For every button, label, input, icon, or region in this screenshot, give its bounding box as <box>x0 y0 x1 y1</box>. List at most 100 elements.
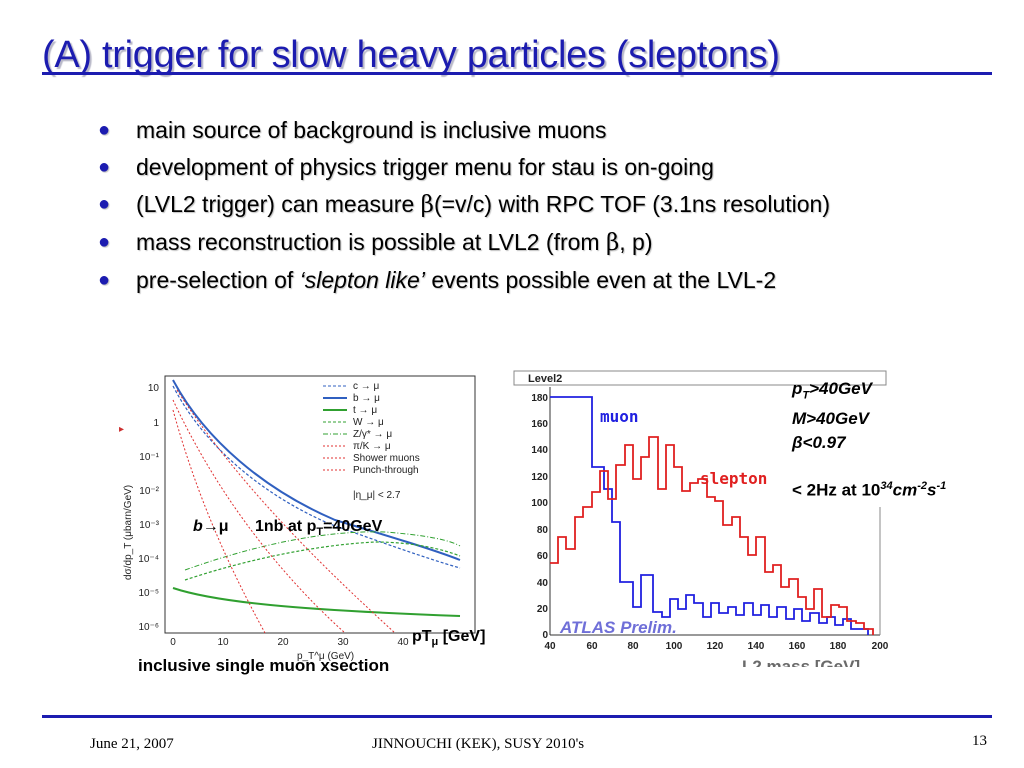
bullet-item: ● main source of background is inclusive… <box>98 116 978 144</box>
cond-p: p <box>792 379 803 398</box>
title-underline <box>42 72 992 75</box>
x-tick-label: 120 <box>707 641 724 652</box>
x-axis-label: p_T^μ (GeV) <box>297 651 354 662</box>
y-tick-label: 160 <box>531 419 548 430</box>
pt-axis-overlay: pTμ [GeV] <box>412 628 485 648</box>
y-tick-label: 60 <box>537 551 549 562</box>
slepton-histogram <box>550 436 874 635</box>
y-tick-label: 20 <box>537 604 549 615</box>
y-tick-label: 10⁻⁶ <box>138 622 159 633</box>
legend-entry: W → μ <box>353 417 384 428</box>
bullet-item: ● (LVL2 trigger) can measure β(=v/c) wit… <box>98 190 896 219</box>
punch-through-curve <box>176 389 396 634</box>
y-tick-label: 40 <box>537 578 549 589</box>
right-y-ticks: 180 160 140 120 100 80 60 40 20 0 <box>531 393 548 641</box>
bullet-item: ● development of physics trigger menu fo… <box>98 153 978 181</box>
l2-mass-histogram: Level2 180 160 140 120 100 80 60 40 20 0… <box>513 370 889 667</box>
x-tick-label: 180 <box>830 641 847 652</box>
legend-entry: Z/γ* → μ <box>353 429 392 440</box>
bullet-item: ● mass reconstruction is possible at LVL… <box>98 228 978 257</box>
z-to-mu-curve <box>184 531 461 571</box>
annot-arrow: →μ <box>202 518 229 535</box>
y-tick-label: 80 <box>537 525 549 536</box>
muon-label: muon <box>600 407 639 426</box>
left-x-ticks: 0 10 20 30 40 <box>170 637 409 648</box>
bullet-italic-text: ‘slepton like’ <box>299 267 425 293</box>
bullet-text: (LVL2 trigger) can measure <box>136 191 421 217</box>
x-tick-label: 160 <box>789 641 806 652</box>
pt-label: pT <box>412 628 432 645</box>
y-tick-label: 10⁻¹ <box>139 452 159 463</box>
slide-title: (A) trigger for slow heavy particles (sl… <box>42 34 780 76</box>
x-tick-label: 20 <box>277 637 289 648</box>
bullet-dot-icon: ● <box>98 193 111 215</box>
mass-condition: M>40GeV <box>792 409 870 429</box>
pt-condition: pT>40GeV <box>792 377 872 407</box>
legend-entry: π/K → μ <box>353 441 391 452</box>
rate-exp: 34 <box>880 480 893 492</box>
y-tick-label: 100 <box>531 498 548 509</box>
legend-entry: Punch-through <box>353 465 419 476</box>
annot-val: =40GeV <box>323 518 383 535</box>
footer-center: JINNOUCHI (KEK), SUSY 2010's <box>372 736 585 752</box>
bullet-dot-icon: ● <box>98 231 111 253</box>
beta-symbol: β <box>605 230 620 256</box>
bullet-text: events possible even at the LVL-2 <box>424 267 777 293</box>
t-to-mu-curve <box>172 587 461 617</box>
x-tick-label: 140 <box>748 641 765 652</box>
annot-sub: T <box>316 526 324 539</box>
level2-title-box <box>513 370 887 386</box>
left-legend: c → μ b → μ t → μ W → μ Z/γ* → μ π/K → μ… <box>323 381 420 501</box>
x-tick-label: 10 <box>217 637 229 648</box>
y-tick-label: 10⁻⁵ <box>138 588 159 599</box>
y-tick-label: 180 <box>531 393 548 404</box>
bullet-dot-icon: ● <box>98 156 111 178</box>
bullet-dot-icon: ● <box>98 269 111 291</box>
w-to-mu-curve <box>184 541 461 581</box>
b-to-mu-annotation: b→μ <box>193 518 229 536</box>
bullet-dot-icon: ● <box>98 119 111 141</box>
bullet-text: development of physics trigger menu for … <box>136 154 714 180</box>
legend-entry: Shower muons <box>353 453 420 464</box>
rate-statement: < 2Hz at 1034cm-2s-1 <box>792 474 946 503</box>
pt-sub: μ <box>431 636 439 649</box>
x-tick-label: 40 <box>397 637 409 648</box>
level2-title: Level2 <box>528 373 562 385</box>
y-axis-label: dσ/dp_T (μbarn/GeV) <box>123 485 134 580</box>
c-to-mu-curve <box>172 385 461 569</box>
slepton-label: slepton <box>700 469 767 488</box>
bullet-item: ● pre-selection of ‘slepton like’ events… <box>98 266 978 294</box>
x-tick-label: 30 <box>337 637 349 648</box>
pt-unit: [GeV] <box>438 628 486 645</box>
l2-mass-xlabel: L2 mass [GeV] <box>742 657 860 667</box>
footer-rule <box>42 715 992 718</box>
beta-symbol: β <box>420 192 434 218</box>
b-to-mu-curve <box>172 379 461 561</box>
x-tick-label: 0 <box>170 637 176 648</box>
pi-k-to-mu-curve <box>172 409 266 634</box>
x-tick-label: 40 <box>544 641 556 652</box>
rate-s: s <box>926 480 937 500</box>
bullet-text: pre-selection of <box>136 267 300 293</box>
y-tick-label: 10⁻³ <box>139 520 159 531</box>
rate-exp2: -2 <box>917 480 927 492</box>
bullet-text: mass reconstruction is possible at LVL2 … <box>136 229 606 255</box>
right-x-ticks: 40 60 80 100 120 140 160 180 200 <box>544 641 888 652</box>
cond-sub: T <box>802 389 810 402</box>
beta-condition: β<0.97 <box>792 433 846 453</box>
y-tick-label: 10 <box>148 383 160 394</box>
footer-date: June 21, 2007 <box>90 736 174 752</box>
x-tick-label: 100 <box>666 641 683 652</box>
rate-exp3: -1 <box>936 480 947 492</box>
legend-entry: c → μ <box>353 381 380 392</box>
bullet-text: (=v/c) with RPC TOF (3.1ns resolution) <box>433 191 830 217</box>
rate-cm: cm <box>892 480 918 500</box>
y-tick-label: 140 <box>531 445 548 456</box>
eta-cut-label: |η_μ| < 2.7 <box>353 490 401 501</box>
y-tick-label: 1 <box>153 418 159 429</box>
y-tick-label: 10⁻² <box>139 486 159 497</box>
plot-mark: ▸ <box>119 424 124 435</box>
x-tick-label: 200 <box>872 641 889 652</box>
muon-histogram <box>550 396 869 635</box>
rate-text: < 2Hz at 10 <box>792 480 881 500</box>
